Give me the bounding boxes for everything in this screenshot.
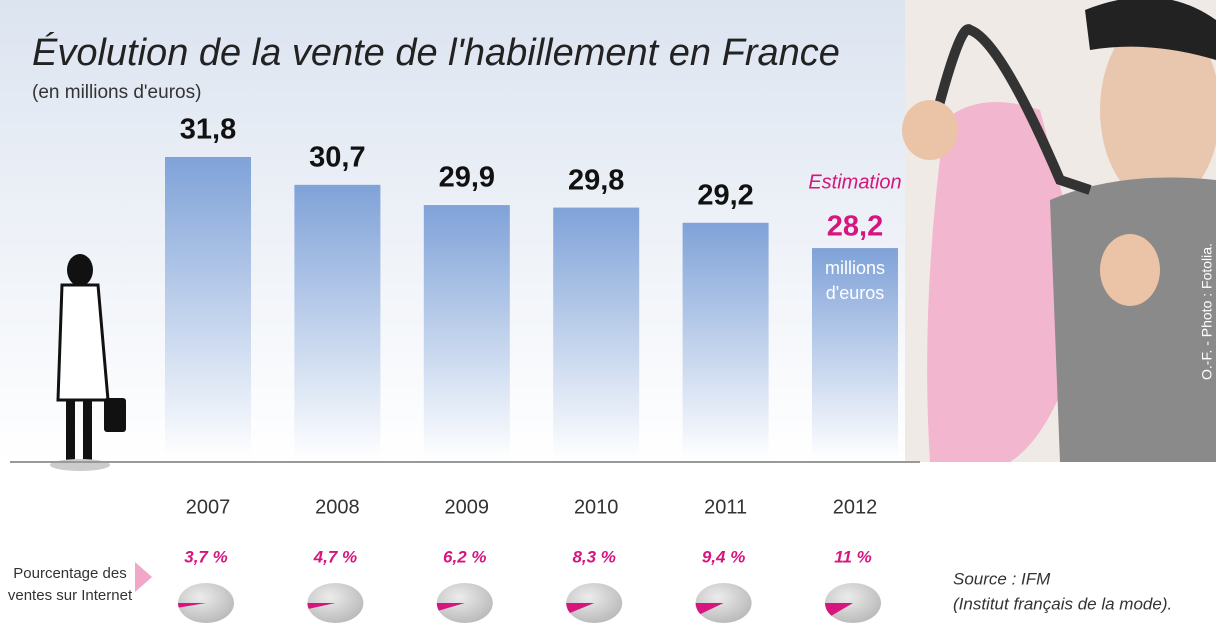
- value-label: 30,7: [309, 141, 365, 173]
- pie-value-label: 8,3 %: [572, 547, 615, 566]
- pie-slice: [307, 603, 336, 609]
- x-tick-label: 2009: [445, 496, 490, 518]
- pie-value-label: 11 %: [834, 547, 872, 566]
- silhouette: [50, 254, 126, 471]
- source-detail: (Institut français de la mode).: [953, 594, 1172, 613]
- arrow: [135, 562, 152, 592]
- bar: [423, 205, 510, 460]
- x-tick-label: 2010: [574, 496, 619, 518]
- pie-value-label: 3,7 %: [184, 547, 227, 566]
- bar: [682, 222, 769, 460]
- photo-credit: O.-F. - Photo : Fotolia.: [1199, 243, 1215, 380]
- pie-slice: [695, 603, 724, 615]
- pie-value-label: 4,7 %: [313, 547, 357, 566]
- source: Source : IFM: [953, 569, 1051, 588]
- chart-subtitle: (en millions d'euros): [32, 82, 201, 103]
- bar: [812, 248, 898, 460]
- chart-title: Évolution de la vente de l'habillement e…: [32, 31, 840, 74]
- pie-slice: [436, 603, 465, 611]
- estimate-annotation: Estimation: [808, 171, 901, 193]
- pie-slice: [566, 603, 595, 613]
- pie-value-label: 9,4 %: [702, 547, 745, 566]
- value-label: 29,8: [568, 164, 624, 196]
- x-tick-label: 2012: [833, 496, 878, 518]
- value-label: 29,2: [697, 179, 753, 211]
- value-label: 28,2: [827, 211, 883, 243]
- photo: [902, 0, 1216, 462]
- pie-value-label: 6,2 %: [443, 547, 486, 566]
- x-tick-label: 2007: [186, 496, 231, 518]
- estimate-unit: millions d'euros: [824, 258, 885, 304]
- x-tick-label: 2011: [704, 496, 747, 518]
- pie-slice: [825, 603, 853, 616]
- bar: [553, 207, 640, 460]
- value-label: 31,8: [180, 114, 236, 146]
- pie-slice: [178, 603, 206, 608]
- bar: [165, 157, 251, 460]
- x-tick-label: 2008: [315, 496, 360, 518]
- bar: [294, 184, 381, 460]
- pie-label: Pourcentage des ventes sur Internet: [7, 565, 133, 604]
- value-label: 29,9: [439, 162, 495, 194]
